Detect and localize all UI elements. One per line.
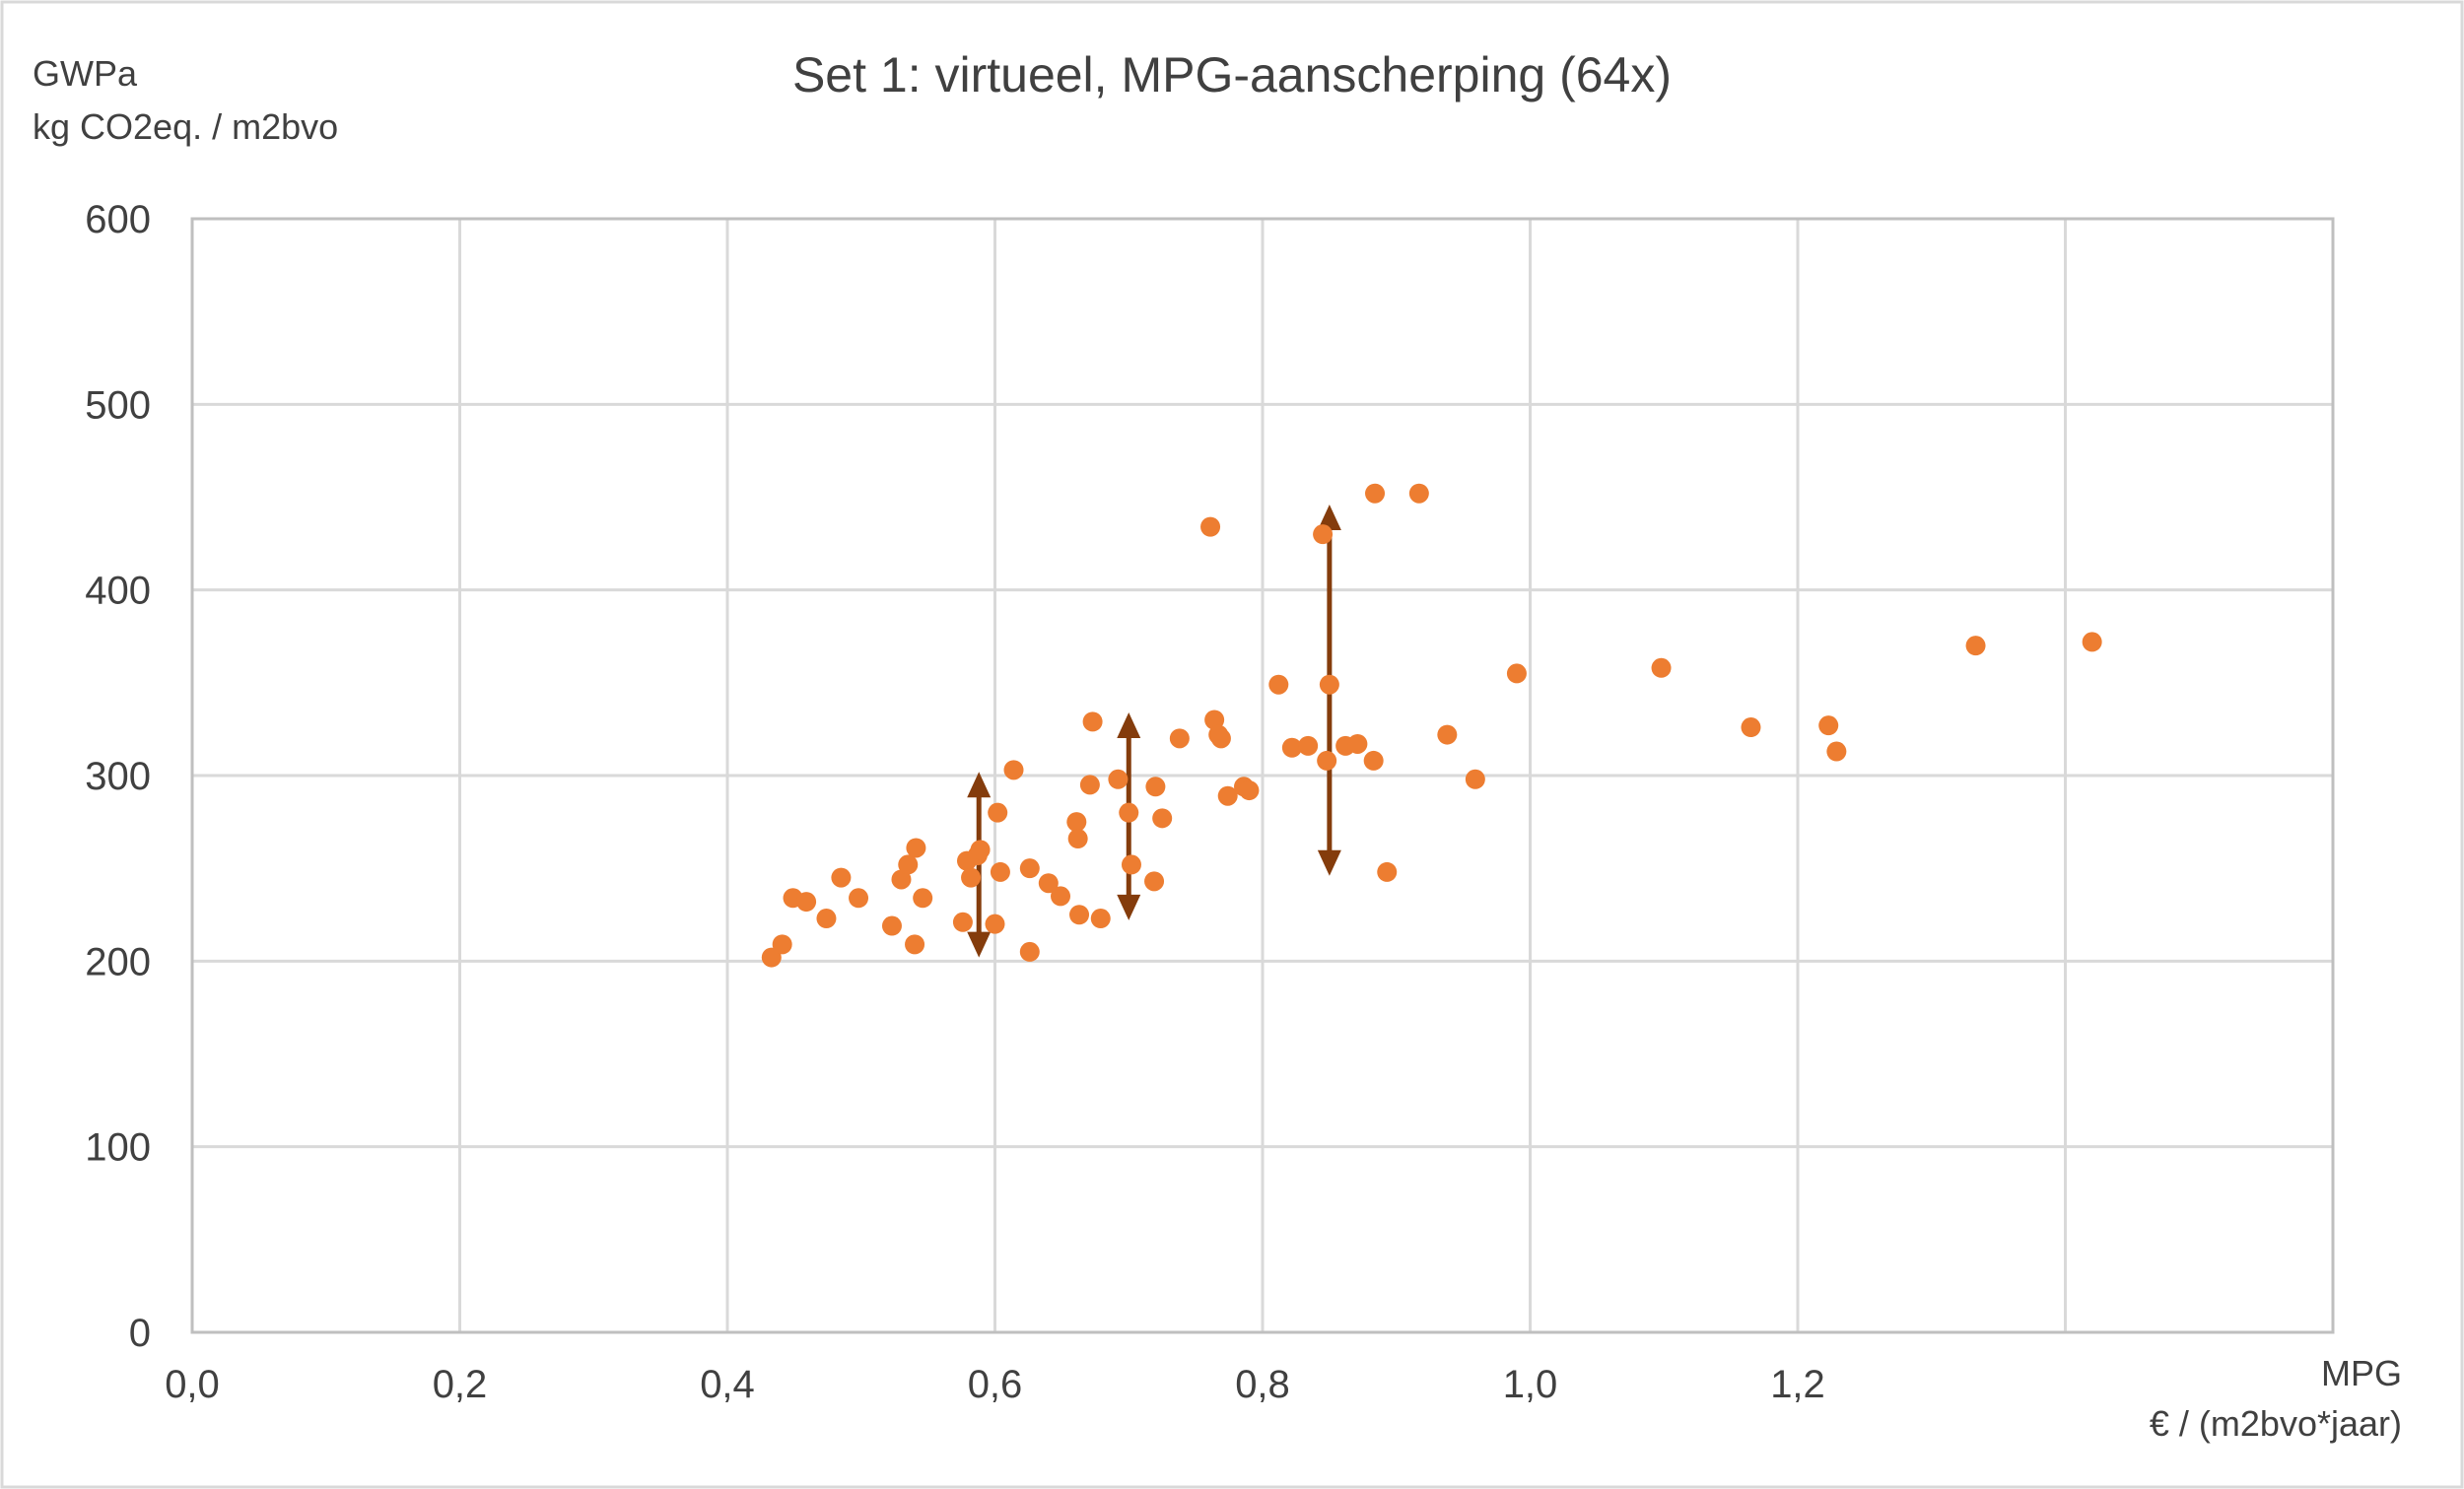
x-tick-label: 0,6 [968,1363,1023,1406]
data-point [796,892,817,913]
data-point [1465,769,1485,789]
data-point [1169,728,1190,749]
range-arrow-head-bottom [967,931,992,958]
range-arrow-head-bottom [1117,894,1141,920]
data-point [1313,524,1334,545]
data-point [1317,750,1337,771]
data-point [1319,674,1339,695]
y-tick-label: 0 [129,1312,151,1355]
data-point [990,861,1010,882]
data-point [849,888,869,909]
x-tick-label: 0,8 [1235,1363,1290,1406]
y-tick-label: 500 [85,383,151,427]
data-point [1651,657,1672,678]
data-point [1038,873,1059,894]
data-point [1090,909,1111,929]
data-point [1152,808,1173,829]
x-tick-label: 0,0 [165,1363,220,1406]
data-point [1108,769,1129,789]
data-point [913,888,933,909]
data-point [1347,733,1368,754]
data-point [1363,750,1384,771]
y-axis-label-line-2: kg CO2eq. / m2bvo [33,106,338,147]
x-tick-labels: 0,0 0,2 0,4 0,6 0,8 1,0 1,2 [165,1363,1825,1406]
y-tick-label: 100 [85,1126,151,1170]
data-point [1818,715,1839,736]
y-tick-label: 400 [85,570,151,613]
data-point [761,947,782,968]
data-point [1121,854,1141,875]
data-point [970,840,991,860]
data-point [1145,777,1166,797]
data-point [1377,861,1398,882]
range-arrow-head-top [967,772,992,798]
x-tick-label: 0,4 [700,1363,755,1406]
y-tick-label: 200 [85,940,151,983]
data-point [1067,829,1088,849]
data-point [1200,516,1221,537]
data-point [1051,886,1071,907]
data-point [1365,483,1386,504]
data-point [985,914,1005,934]
data-point [1408,483,1429,504]
data-point [988,802,1008,823]
data-point [906,838,926,858]
data-point [1965,636,1986,656]
data-point [772,934,792,955]
data-point [1069,905,1090,925]
data-point [1019,941,1040,962]
plot-area-frame [190,217,2335,1334]
data-point [1119,802,1139,823]
data-point [1019,858,1040,879]
range-arrow-head-top [1117,711,1141,738]
data-point [905,934,925,955]
data-points [761,483,2102,968]
data-point [1281,737,1302,758]
data-point [898,854,919,875]
data-point [1079,775,1100,795]
data-point [1239,780,1260,801]
data-point [1082,711,1103,732]
data-point [1506,663,1527,684]
y-tick-labels: 0 100 200 300 400 500 600 [85,198,151,1355]
data-point [1741,717,1761,738]
data-point [1437,724,1458,745]
data-point [952,912,973,932]
x-tick-label: 0,2 [433,1363,488,1406]
y-axis-label-line-1: GWPa [33,53,138,94]
data-point [831,867,852,888]
x-axis-label-line-1: MPG [2321,1353,2402,1393]
data-point [1210,728,1231,749]
data-point [1066,812,1087,833]
y-tick-label: 300 [85,755,151,798]
data-point [881,915,902,936]
data-point [2082,632,2102,652]
x-tick-label: 1,2 [1770,1363,1825,1406]
data-point [1268,674,1289,695]
range-arrow-head-bottom [1317,849,1341,876]
y-tick-label: 600 [85,198,151,241]
x-tick-label: 1,0 [1503,1363,1558,1406]
data-point [1217,785,1238,806]
x-axis-label-line-2: € / (m2bvo*jaar) [2150,1403,2402,1444]
chart-title: Set 1: virtueel, MPG-aanscherping (64x) [792,47,1672,102]
data-point [1298,735,1319,756]
range-arrow-head-top [1317,505,1341,531]
data-point [961,867,982,888]
data-point [891,869,912,890]
data-point [816,909,837,929]
data-point [1144,871,1165,892]
data-point [1003,760,1024,780]
data-point [1204,710,1225,730]
data-point [1826,741,1847,762]
